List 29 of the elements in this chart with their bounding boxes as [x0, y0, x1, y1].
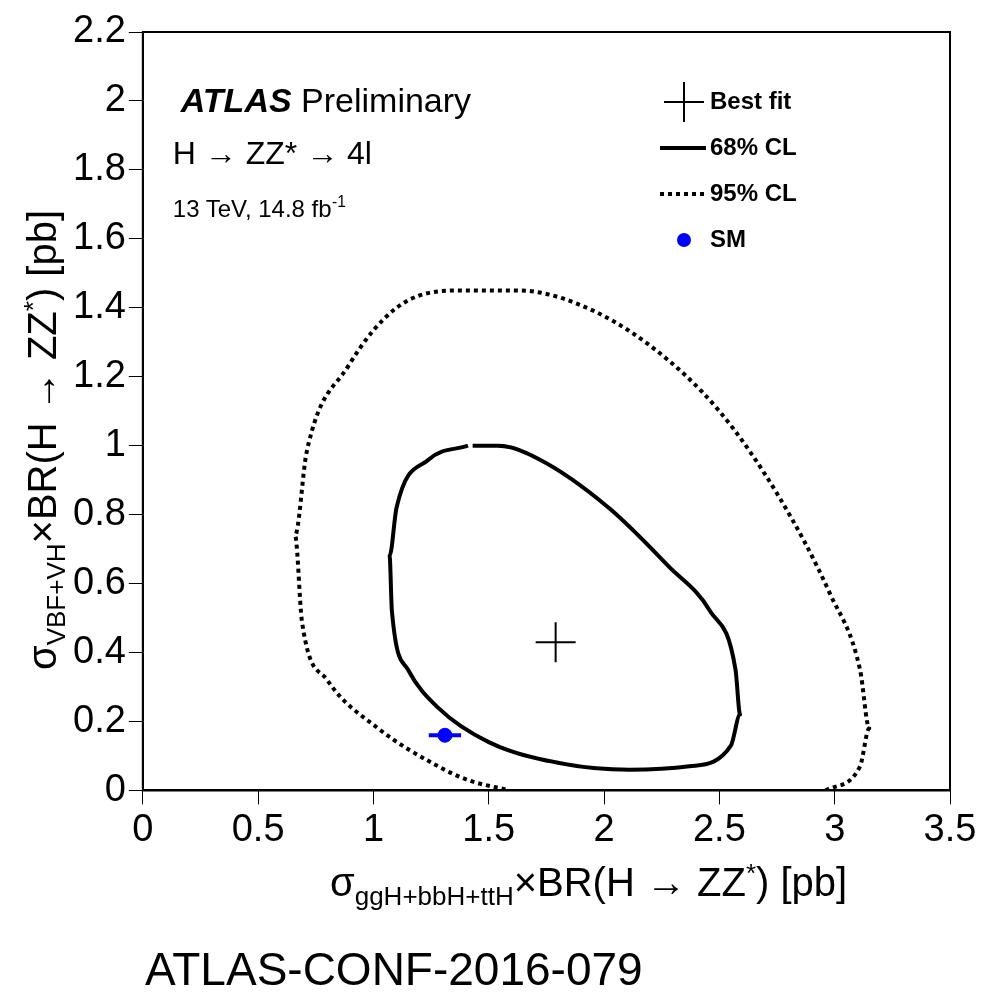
- x-tick-label: 3: [824, 806, 846, 849]
- y-tick-label: 0: [104, 766, 126, 809]
- y-tick-label: 0.6: [73, 560, 126, 603]
- line-series: [387, 443, 743, 772]
- text: ATLAS-CONF-2016-079: [145, 942, 643, 996]
- y-tick-label: 2: [104, 77, 126, 120]
- x-tick-label: 0.5: [231, 806, 285, 849]
- y-tick-label: 1.6: [73, 215, 126, 258]
- y-tick-label: 0.4: [73, 628, 126, 671]
- legend-label: Best fit: [710, 86, 792, 114]
- legend-label: 95% CL: [710, 178, 797, 206]
- x-tick-label: 1: [362, 806, 385, 849]
- y-tick-label: 1.8: [73, 146, 126, 189]
- y-tick-label: 2.2: [73, 8, 126, 51]
- legend-label: SM: [710, 224, 746, 252]
- y-tick-label: 0.2: [73, 697, 126, 740]
- x-tick-label: 3.5: [923, 806, 977, 849]
- y-tick-label: 0.8: [73, 491, 126, 534]
- y-tick-label: 1: [104, 422, 126, 465]
- annotation: H → ZZ* → 4l: [172, 135, 372, 171]
- x-tick-label: 2.5: [692, 806, 746, 849]
- y-tick-label: 1.4: [73, 284, 126, 327]
- x-axis-title: σ$_{ggH+bbH+ttH}$×BR(H → ZZ$^{*}$) [pb]: [330, 858, 848, 913]
- legend-label: 68% CL: [710, 132, 797, 160]
- x-tick-label: 1.5: [462, 806, 516, 849]
- y-tick-label: 1.2: [73, 353, 126, 396]
- x-tick-label: 2: [593, 806, 615, 849]
- x-tick-label: 0: [132, 806, 154, 849]
- annotation: ATLAS Preliminary: [179, 81, 472, 119]
